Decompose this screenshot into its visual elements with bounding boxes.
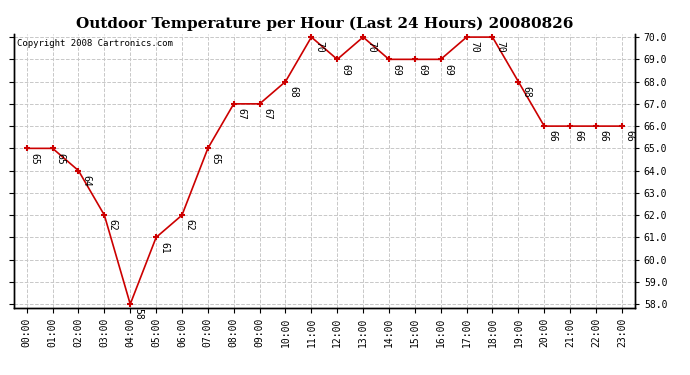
Text: 68: 68 [288, 86, 298, 98]
Text: 69: 69 [417, 63, 428, 75]
Text: 69: 69 [392, 63, 402, 75]
Text: 70: 70 [366, 41, 376, 53]
Text: 67: 67 [237, 108, 246, 120]
Text: 68: 68 [521, 86, 531, 98]
Text: 62: 62 [107, 219, 117, 231]
Text: 66: 66 [547, 130, 557, 142]
Text: 65: 65 [210, 153, 221, 164]
Text: 66: 66 [599, 130, 609, 142]
Text: 70: 70 [495, 41, 505, 53]
Text: Copyright 2008 Cartronics.com: Copyright 2008 Cartronics.com [17, 39, 172, 48]
Text: 70: 70 [314, 41, 324, 53]
Text: 69: 69 [340, 63, 350, 75]
Title: Outdoor Temperature per Hour (Last 24 Hours) 20080826: Outdoor Temperature per Hour (Last 24 Ho… [76, 17, 573, 31]
Text: 65: 65 [55, 153, 66, 164]
Text: 66: 66 [573, 130, 583, 142]
Text: 66: 66 [624, 130, 635, 142]
Text: 69: 69 [444, 63, 453, 75]
Text: 65: 65 [30, 153, 39, 164]
Text: 58: 58 [133, 308, 143, 320]
Text: 70: 70 [469, 41, 480, 53]
Text: 61: 61 [159, 242, 169, 253]
Text: 64: 64 [81, 175, 91, 186]
Text: 62: 62 [185, 219, 195, 231]
Text: 67: 67 [262, 108, 273, 120]
